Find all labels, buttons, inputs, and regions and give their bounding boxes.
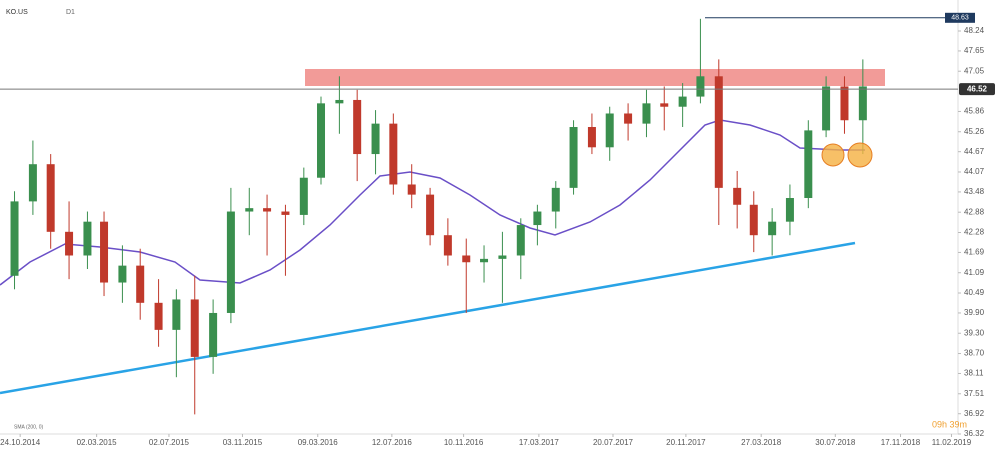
highlight-circle bbox=[821, 143, 845, 167]
y-tick-label: 41.69 bbox=[964, 248, 985, 257]
candle-body bbox=[226, 211, 235, 313]
y-tick-label: 36.92 bbox=[964, 409, 985, 418]
candle-body bbox=[660, 103, 669, 107]
x-tick-label: 02.03.2015 bbox=[77, 438, 118, 447]
candle-body bbox=[749, 204, 758, 236]
y-tick-label: 47.65 bbox=[964, 46, 985, 55]
candle-body bbox=[299, 177, 308, 215]
x-tick-label: 03.11.2015 bbox=[223, 438, 263, 447]
candle-body bbox=[65, 231, 74, 256]
candle-body bbox=[858, 86, 867, 121]
candle-body bbox=[678, 96, 687, 107]
trend-line bbox=[0, 241, 856, 395]
candle-body bbox=[281, 211, 290, 215]
y-tick-label: 42.28 bbox=[964, 228, 985, 237]
x-tick-label: 27.03.2018 bbox=[741, 438, 782, 447]
candle-body bbox=[822, 86, 831, 131]
y-tick-label: 41.09 bbox=[964, 268, 985, 277]
high-label: 48.63 bbox=[951, 15, 969, 22]
x-tick-label: 30.07.2018 bbox=[815, 438, 856, 447]
candle-body bbox=[335, 99, 344, 104]
candle-body bbox=[118, 265, 127, 283]
candle-body bbox=[498, 255, 507, 259]
candle-body bbox=[426, 194, 435, 236]
x-tick-label: 20.11.2017 bbox=[666, 438, 706, 447]
x-tick-label: 17.03.2017 bbox=[519, 438, 560, 447]
candle-body bbox=[605, 113, 614, 148]
candle-body bbox=[569, 127, 578, 188]
candle-body bbox=[624, 113, 633, 124]
candle-body bbox=[804, 130, 813, 199]
y-tick-label: 37.51 bbox=[964, 389, 985, 398]
timeframe: D1 bbox=[66, 9, 75, 16]
candle-body bbox=[136, 265, 145, 303]
candles bbox=[10, 18, 867, 415]
x-tick-label: 12.07.2016 bbox=[372, 438, 413, 447]
candle-body bbox=[389, 123, 398, 185]
y-tick-label: 39.90 bbox=[964, 308, 985, 317]
candle-body bbox=[190, 299, 199, 357]
candle-body bbox=[46, 164, 55, 232]
candle-body bbox=[28, 164, 37, 202]
price-label: 46.52 bbox=[967, 84, 988, 93]
x-tick-label: 11.02.2019 bbox=[932, 438, 972, 447]
y-tick-label: 44.67 bbox=[964, 147, 985, 156]
candle-body bbox=[83, 221, 92, 256]
sma-line bbox=[0, 119, 865, 286]
candle-body bbox=[209, 312, 218, 357]
candle-body bbox=[353, 99, 362, 155]
candle-body bbox=[714, 76, 723, 188]
y-tick-label: 36.32 bbox=[964, 429, 985, 438]
candle-body bbox=[480, 258, 489, 263]
high-label-box bbox=[945, 12, 975, 23]
y-tick-label: 44.07 bbox=[964, 167, 985, 176]
x-tick-label: 09.03.2016 bbox=[298, 438, 339, 447]
y-tick-label: 39.30 bbox=[964, 328, 985, 337]
candle-body bbox=[642, 103, 651, 124]
candle-body bbox=[516, 225, 525, 256]
candle-body bbox=[840, 86, 849, 121]
candle-body bbox=[733, 187, 742, 205]
candle-body bbox=[10, 201, 19, 276]
candle-body bbox=[172, 299, 181, 330]
y-tick-label: 38.11 bbox=[964, 369, 984, 378]
x-tick-label: 02.07.2015 bbox=[149, 438, 190, 447]
x-tick-label: 20.07.2017 bbox=[593, 438, 634, 447]
candle-body bbox=[587, 127, 596, 148]
symbol: KO.US bbox=[6, 9, 28, 16]
y-tick-label: 42.88 bbox=[964, 207, 985, 216]
candle-body bbox=[462, 255, 471, 263]
x-tick-label: 10.11.2016 bbox=[444, 438, 484, 447]
candle-body bbox=[100, 221, 109, 283]
y-tick-label: 40.49 bbox=[964, 288, 985, 297]
candle-body bbox=[371, 123, 380, 155]
x-tick-label: 24.10.2014 bbox=[0, 438, 41, 447]
y-tick-label: 38.70 bbox=[964, 349, 985, 358]
candle-body bbox=[551, 187, 560, 212]
candle-body bbox=[768, 221, 777, 236]
x-tick-label: 17.11.2018 bbox=[881, 438, 921, 447]
y-tick-label: 47.05 bbox=[964, 66, 985, 75]
y-tick-label: 45.26 bbox=[964, 127, 985, 136]
candle-body bbox=[533, 211, 542, 226]
candle-body bbox=[154, 302, 163, 330]
candle-body bbox=[785, 198, 794, 222]
y-tick-label: 45.86 bbox=[964, 107, 985, 116]
candle-body bbox=[317, 103, 326, 178]
timer: 09h 39m bbox=[932, 419, 967, 429]
candle-body bbox=[696, 76, 705, 97]
indicator-label: SMA (200, 0) bbox=[14, 424, 44, 430]
resistance-zone bbox=[305, 69, 885, 86]
candle-body bbox=[407, 184, 416, 195]
y-tick-label: 43.48 bbox=[964, 187, 985, 196]
candle-body bbox=[245, 208, 254, 212]
candle-body bbox=[443, 235, 452, 256]
candle-body bbox=[263, 208, 272, 212]
highlight-circle bbox=[847, 142, 873, 168]
price-label-box bbox=[959, 83, 995, 96]
y-tick-label: 48.24 bbox=[964, 26, 985, 35]
